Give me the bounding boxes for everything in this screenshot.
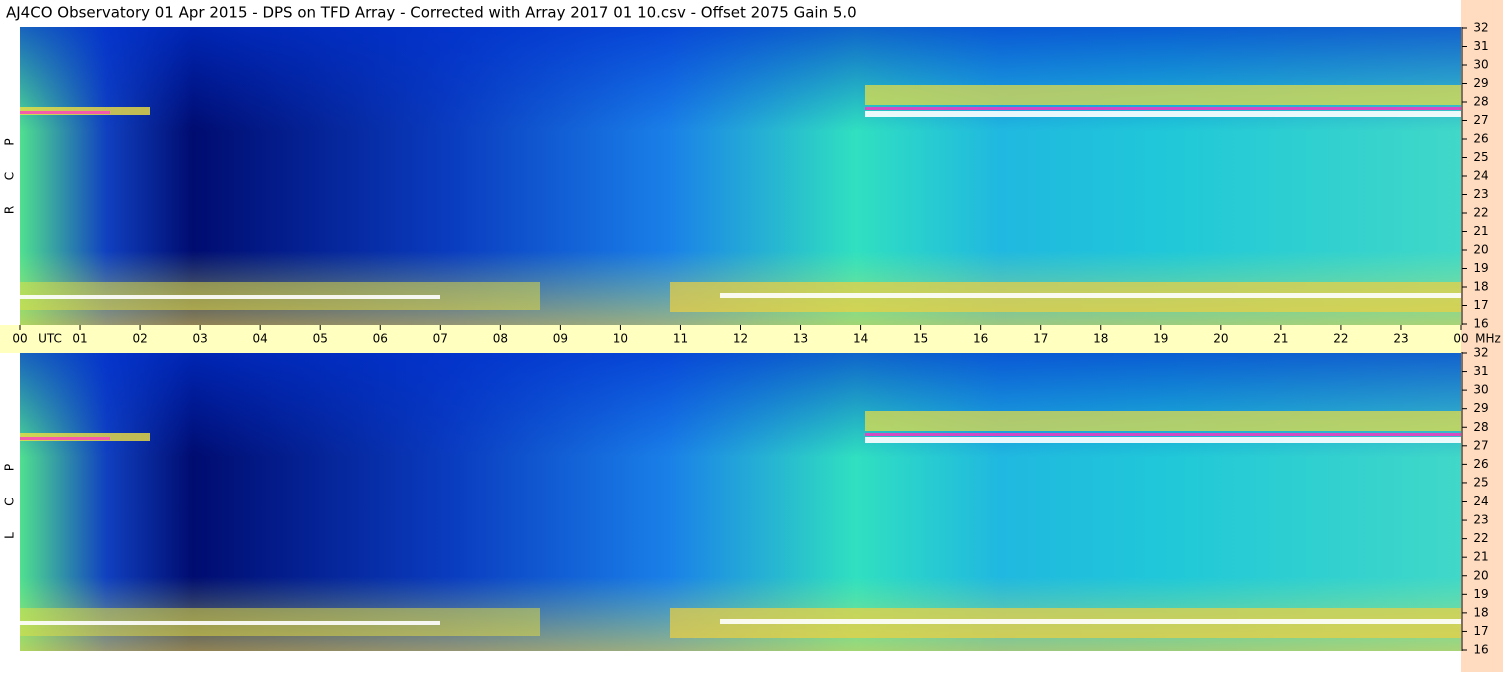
panel-label: C <box>3 172 17 180</box>
time-label: 10 <box>613 332 628 346</box>
time-axis-strip <box>0 325 1461 353</box>
freq-tick-label: 26 <box>1473 132 1488 146</box>
freq-axis-strip <box>1461 0 1503 672</box>
time-label: 23 <box>1393 332 1408 346</box>
time-label: 03 <box>192 332 207 346</box>
panel-label: P <box>3 138 17 145</box>
freq-tick-label: 20 <box>1473 568 1488 582</box>
freq-tick-label: 20 <box>1473 243 1488 257</box>
time-label: 11 <box>673 332 688 346</box>
freq-tick-label: 21 <box>1473 550 1488 564</box>
freq-unit: MHz <box>1475 332 1501 346</box>
freq-tick-label: 19 <box>1473 261 1488 275</box>
time-label: 18 <box>1093 332 1108 346</box>
time-label: 04 <box>253 332 268 346</box>
time-label: 08 <box>493 332 508 346</box>
time-label: 07 <box>433 332 448 346</box>
spectrogram-rcp <box>20 27 1461 325</box>
freq-tick-label: 30 <box>1473 58 1488 72</box>
spectrogram-lcp <box>20 353 1461 651</box>
freq-tick-label: 24 <box>1473 494 1488 508</box>
time-label: 21 <box>1273 332 1288 346</box>
freq-tick-label: 17 <box>1473 624 1488 638</box>
time-label: 14 <box>853 332 868 346</box>
freq-tick-label: 27 <box>1473 113 1488 127</box>
freq-tick-label: 32 <box>1473 346 1488 360</box>
time-label: 02 <box>132 332 147 346</box>
freq-tick-label: 27 <box>1473 438 1488 452</box>
time-label: 12 <box>733 332 748 346</box>
freq-tick-label: 30 <box>1473 383 1488 397</box>
time-unit: UTC <box>38 332 62 346</box>
freq-tick-label: 29 <box>1473 401 1488 415</box>
freq-tick-label: 29 <box>1473 76 1488 90</box>
freq-tick-label: 25 <box>1473 475 1488 489</box>
time-label: 20 <box>1213 332 1228 346</box>
freq-tick-label: 18 <box>1473 605 1488 619</box>
freq-tick-label: 32 <box>1473 21 1488 35</box>
time-label: 16 <box>973 332 988 346</box>
freq-tick-label: 17 <box>1473 298 1488 312</box>
freq-tick-label: 16 <box>1473 643 1488 657</box>
time-label: 22 <box>1333 332 1348 346</box>
freq-tick-label: 28 <box>1473 420 1488 434</box>
freq-tick-label: 22 <box>1473 206 1488 220</box>
freq-tick-label: 22 <box>1473 531 1488 545</box>
time-label: 15 <box>913 332 928 346</box>
freq-tick-label: 31 <box>1473 39 1488 53</box>
freq-tick-label: 24 <box>1473 169 1488 183</box>
time-label: 06 <box>373 332 388 346</box>
panel-label: P <box>3 464 17 471</box>
time-label: 01 <box>72 332 87 346</box>
time-label: 00 <box>1453 332 1468 346</box>
freq-tick-label: 23 <box>1473 513 1488 527</box>
freq-tick-label: 18 <box>1473 280 1488 294</box>
freq-tick-label: 28 <box>1473 95 1488 109</box>
freq-tick-label: 19 <box>1473 587 1488 601</box>
title: AJ4CO Observatory 01 Apr 2015 - DPS on T… <box>6 4 857 22</box>
freq-tick-label: 31 <box>1473 364 1488 378</box>
panel-label: R <box>3 206 17 214</box>
panel-label: L <box>3 532 17 539</box>
time-label: 05 <box>313 332 328 346</box>
time-label: 19 <box>1153 332 1168 346</box>
panel-label: C <box>3 497 17 505</box>
freq-tick-label: 25 <box>1473 150 1488 164</box>
time-label: 17 <box>1033 332 1048 346</box>
freq-tick-label: 26 <box>1473 457 1488 471</box>
time-label: 13 <box>793 332 808 346</box>
dynamic: 16 17 18 19 20 21 22 23 24 25 26 27 28 29 30 31 32 R C P 16 1… <box>3 21 1501 657</box>
freq-tick-label: 23 <box>1473 187 1488 201</box>
freq-tick-label: 16 <box>1473 317 1488 331</box>
freq-tick-label: 21 <box>1473 224 1488 238</box>
time-label: 09 <box>553 332 568 346</box>
time-label: 00 <box>12 332 27 346</box>
